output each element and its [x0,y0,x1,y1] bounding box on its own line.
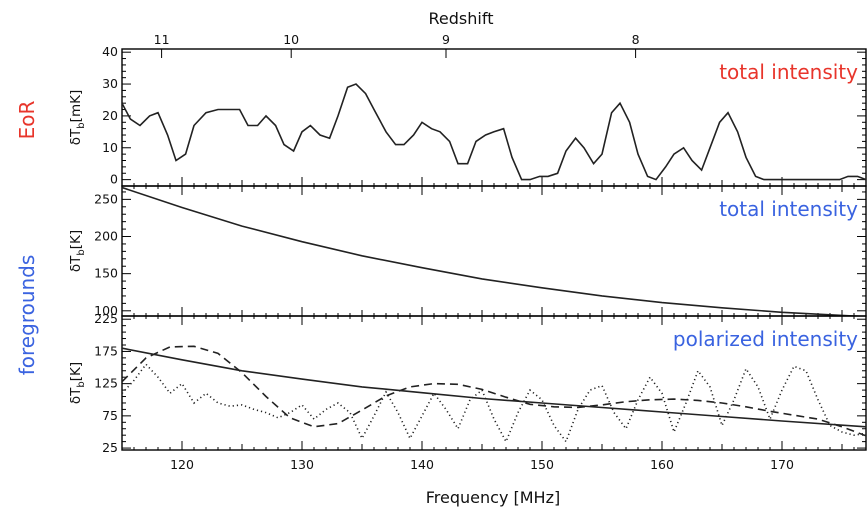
series-line-dashed [122,345,866,437]
y-tick-label: 25 [102,440,118,455]
series-line-solid [122,186,866,316]
x-tick-label: 150 [530,457,554,472]
y-tick-label: 125 [94,376,118,391]
y-tick-label: 100 [94,303,118,318]
redshift-tick-label: 11 [154,32,170,47]
side-label-eor: EoR [15,101,39,140]
panel-annotation: polarized intensity [673,327,858,351]
panel-foreground-polarized: 25 75 125 175 225 120 130 140 150 160 170 δTb[K] pol… [68,311,867,472]
y-tick-label: 225 [94,311,118,326]
redshift-tick-label: 8 [632,32,640,47]
x-tick-label: 130 [290,457,314,472]
series-line-dotted [122,363,866,444]
x-tick-label: 170 [770,457,794,472]
x-tick-label: 140 [410,457,434,472]
top-axis-title: Redshift [429,9,494,28]
x-axis-title: Frequency [MHz] [426,488,560,507]
panel-annotation: total intensity [719,60,858,84]
y-tick-label: 200 [94,229,118,244]
panel-annotation: total intensity [719,197,858,221]
x-tick-label: 160 [650,457,674,472]
y-axis-label: δTb[K] [68,230,87,272]
series-line-solid [122,83,866,181]
series-line-solid [122,347,866,428]
redshift-tick-label: 10 [283,32,299,47]
panel-foreground-total: 100 150 200 250 δTb[K] total intensity [68,185,867,318]
y-tick-label: 30 [102,76,118,91]
y-tick-label: 75 [102,408,118,423]
y-axis-label: δTb[mK] [68,90,87,145]
side-label-foregrounds: foregrounds [15,255,39,376]
y-axis-label: δTb[K] [68,362,87,404]
y-tick-label: 150 [94,266,118,281]
y-tick-label: 20 [102,108,118,123]
y-tick-label: 250 [94,191,118,206]
y-tick-label: 0 [110,172,118,187]
redshift-tick-label: 9 [442,32,450,47]
panel-eor: 0 10 20 30 40 11 10 9 8 δTb[mK] total intensity [68,32,867,187]
y-tick-label: 10 [102,140,118,155]
x-tick-label: 120 [170,457,194,472]
y-tick-label: 40 [102,44,118,59]
y-tick-label: 175 [94,343,118,358]
